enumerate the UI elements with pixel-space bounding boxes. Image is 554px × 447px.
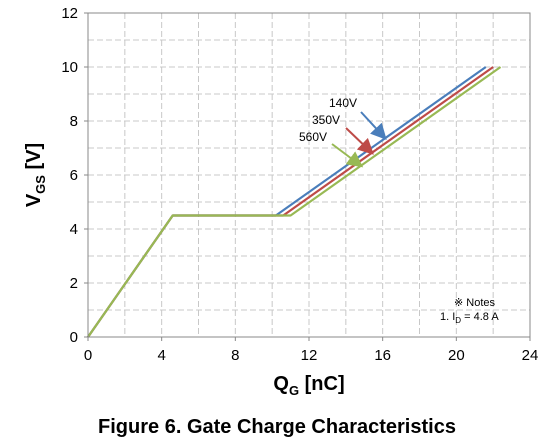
y-tick-label: 12: [61, 5, 78, 22]
figure-caption: Figure 6. Gate Charge Characteristics: [98, 416, 456, 438]
x-axis-label-sub: G: [289, 383, 299, 398]
annotation-label-350V: 350V: [312, 113, 340, 127]
y-tick-label: 10: [61, 59, 78, 76]
y-tick-label: 6: [70, 167, 78, 184]
annotation-label-140V: 140V: [329, 96, 357, 110]
annotation-arrow-140V: [360, 111, 387, 140]
x-tick-label: 20: [448, 347, 465, 364]
notes-line1-prefix: 1. I: [440, 311, 456, 323]
annotation-label-560V: 560V: [299, 130, 327, 144]
x-tick-label: 0: [84, 347, 92, 364]
notes-line1-suffix: = 4.8 A: [461, 311, 499, 323]
y-tick-label: 4: [70, 221, 78, 238]
annotations: 140V 350V 560V: [299, 96, 387, 168]
x-tick-label: 4: [157, 347, 165, 364]
x-tick-label: 24: [522, 347, 539, 364]
grid: [87, 12, 531, 338]
x-tick-label: 16: [374, 347, 391, 364]
annotation-arrow-350V: [345, 127, 374, 155]
x-axis-label-main: Q: [273, 373, 289, 395]
y-axis-label: VGS [V]: [23, 143, 48, 207]
notes-title: ※ Notes: [454, 297, 496, 309]
series-group: [87, 66, 502, 338]
notes-box: ※ Notes 1. ID = 4.8 A: [440, 296, 536, 328]
y-axis-label-unit: [V]: [23, 143, 45, 175]
y-tick-label: 2: [70, 275, 78, 292]
y-axis-label-main: V: [23, 193, 45, 207]
y-tick-label: 0: [70, 329, 78, 346]
series-line-560V: [87, 66, 502, 338]
annotation-arrow-560V: [331, 143, 364, 168]
x-tick-label: 8: [231, 347, 239, 364]
notes-line1-sub: D: [455, 316, 462, 326]
y-axis-label-sub: GS: [33, 175, 48, 194]
x-tick-label: 12: [301, 347, 318, 364]
y-tick-label: 8: [70, 113, 78, 130]
x-axis-label: QG [nC]: [273, 373, 344, 398]
notes-line1: 1. ID = 4.8 A: [440, 310, 536, 328]
x-axis-label-unit: [nC]: [299, 373, 345, 395]
